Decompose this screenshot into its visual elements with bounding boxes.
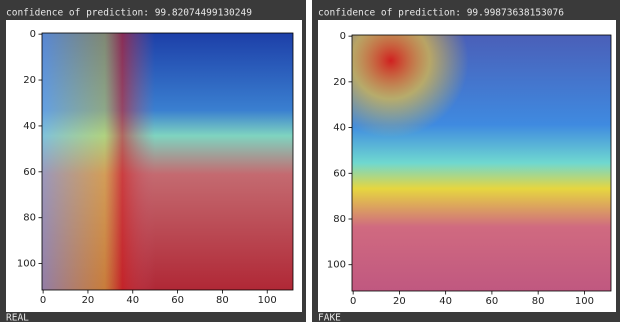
footer-label: FAKE — [318, 313, 341, 323]
x-tick-label: 40 — [126, 295, 139, 306]
y-tick-label: 0 — [340, 31, 346, 42]
y-tick-label: 60 — [333, 168, 346, 179]
x-tick-label: 80 — [216, 295, 229, 306]
y-tick-label: 40 — [333, 123, 346, 134]
x-tick-label: 80 — [532, 296, 545, 307]
x-tick-label: 0 — [350, 296, 356, 307]
x-tick-label: 100 — [575, 296, 594, 307]
y-tick-label: 100 — [327, 260, 346, 271]
header-text: confidence of prediction: 99.99873638153… — [318, 8, 564, 19]
x-tick-label: 0 — [40, 295, 46, 306]
x-tick-label: 20 — [393, 296, 406, 307]
y-tick-label: 20 — [333, 77, 346, 88]
y-tick-label: 80 — [23, 213, 36, 224]
x-tick-label: 60 — [486, 296, 499, 307]
y-tick-label: 60 — [23, 167, 36, 178]
y-tick-label: 20 — [23, 75, 36, 86]
screenshot: confidence of prediction: 99.82074499130… — [0, 0, 620, 322]
header-text: confidence of prediction: 99.82074499130… — [6, 8, 252, 19]
footer-label: REAL — [6, 313, 29, 323]
x-tick-label: 100 — [258, 295, 277, 306]
x-tick-label: 60 — [171, 295, 184, 306]
heatmap-overlay — [352, 35, 611, 291]
y-tick-label: 0 — [30, 29, 36, 40]
x-tick-label: 40 — [439, 296, 452, 307]
panel: confidence of prediction: 99.82074499130… — [0, 0, 306, 322]
panel: confidence of prediction: 99.99873638153… — [312, 0, 620, 322]
y-tick-label: 40 — [23, 121, 36, 132]
heatmap-overlay — [42, 33, 293, 290]
y-tick-label: 80 — [333, 214, 346, 225]
y-tick-label: 100 — [17, 259, 36, 270]
x-tick-label: 20 — [82, 295, 95, 306]
